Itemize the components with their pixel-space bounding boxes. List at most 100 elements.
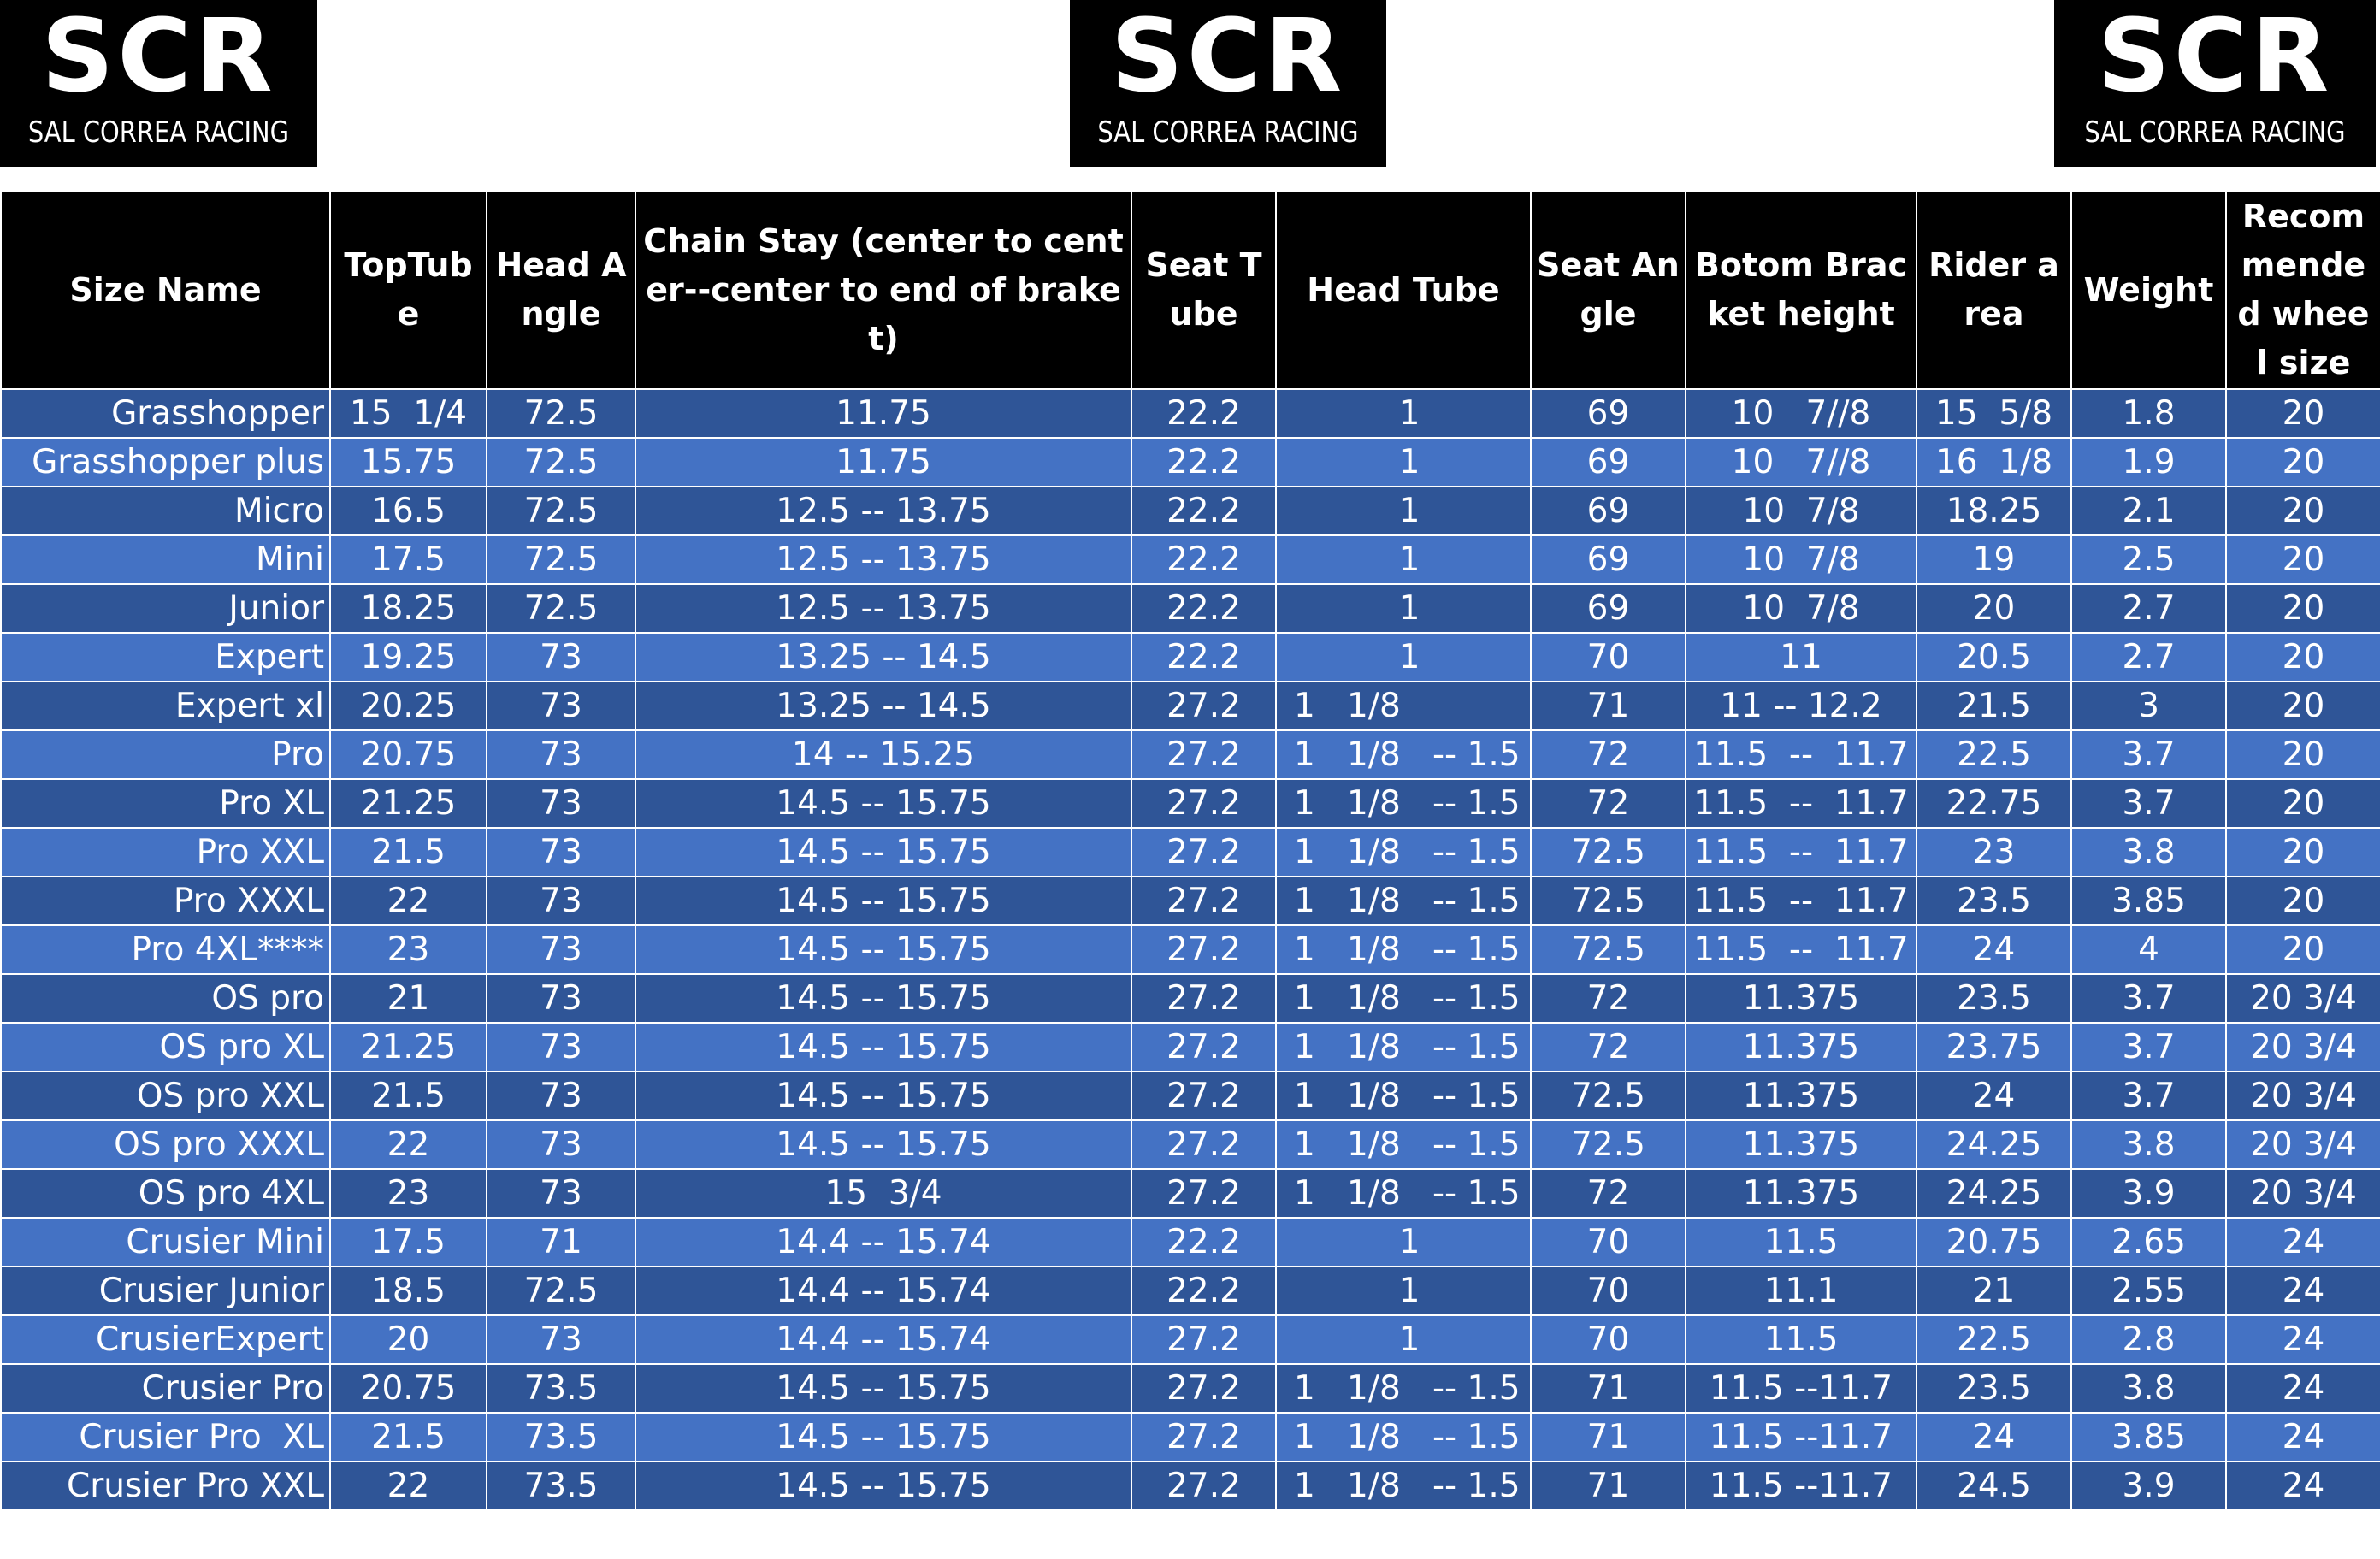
table-cell: 1	[1275, 437, 1532, 487]
table-cell: 14.4 -- 15.74	[635, 1266, 1132, 1316]
table-cell: 3.7	[2070, 778, 2227, 829]
size-name: Crusier Mini	[0, 1217, 331, 1267]
table-cell: 72.5	[486, 1266, 636, 1316]
table-cell: 71	[486, 1217, 636, 1267]
table-cell: 22.5	[1916, 1314, 2072, 1365]
table-cell: 11.5 -- 11.7	[1685, 778, 1917, 829]
table-cell: 20.25	[329, 681, 487, 731]
table-cell: 71	[1530, 1412, 1686, 1462]
table-cell: 11.5 --11.7	[1685, 1461, 1917, 1511]
table-cell: 14.5 -- 15.75	[635, 1412, 1132, 1462]
logo: SCR SAL CORREA RACING	[2054, 0, 2376, 167]
table-cell: 15 5/8	[1916, 388, 2072, 439]
table-cell: 1	[1275, 1217, 1532, 1267]
table-cell: 11.5 --11.7	[1685, 1363, 1917, 1414]
column-header: Seat Tube	[1131, 190, 1277, 390]
size-name: Expert	[0, 632, 331, 682]
table-cell: 22.2	[1131, 534, 1277, 585]
size-name: Mini	[0, 534, 331, 585]
table-cell: 3	[2070, 681, 2227, 731]
table-cell: 1 1/8 -- 1.5	[1275, 1119, 1532, 1170]
table-cell: 3.7	[2070, 1022, 2227, 1072]
table-row: Mini 17.5 72.5 12.5 -- 13.75 22.2 1 69 10 7/8 19…	[0, 534, 2380, 585]
table-cell: 1 1/8 -- 1.5	[1275, 1363, 1532, 1414]
table-cell: 11.75	[635, 437, 1132, 487]
table-cell: 1	[1275, 388, 1532, 439]
table-cell: 24	[2225, 1412, 2380, 1462]
table-cell: 21	[1916, 1266, 2072, 1316]
table-row: Crusier Mini 17.5 71 14.4 -- 15.74 22.2 1 70 11…	[0, 1217, 2380, 1267]
table-row: Expert 19.25 73 13.25 -- 14.5 22.2 1 70 11 20.5 2…	[0, 632, 2380, 682]
table-cell: 15 1/4	[329, 388, 487, 439]
column-header: TopTube	[329, 190, 487, 390]
column-header: Botom Bracket height	[1685, 190, 1917, 390]
table-cell: 20	[2225, 486, 2380, 536]
table-cell: 20	[2225, 681, 2380, 731]
table-row: OS pro XXXL 22 73 14.5 -- 15.75 27.2 1 1/8 --…	[0, 1119, 2380, 1170]
table-cell: 3.85	[2070, 1412, 2227, 1462]
table-cell: 20.75	[329, 729, 487, 780]
table-cell: 10 7//8	[1685, 388, 1917, 439]
column-header: Recommended wheel size	[2225, 190, 2380, 390]
table-cell: 19	[1916, 534, 2072, 585]
table-cell: 14.5 -- 15.75	[635, 1071, 1132, 1121]
table-cell: 3.7	[2070, 973, 2227, 1024]
table-cell: 70	[1530, 632, 1686, 682]
column-header: Rider area	[1916, 190, 2072, 390]
table-cell: 24	[2225, 1217, 2380, 1267]
size-name: Crusier Pro XL	[0, 1412, 331, 1462]
table-cell: 14.5 -- 15.75	[635, 1119, 1132, 1170]
table-cell: 10 7/8	[1685, 583, 1917, 634]
table-cell: 24	[2225, 1266, 2380, 1316]
table-cell: 22	[329, 1119, 487, 1170]
table-cell: 18.25	[1916, 486, 2072, 536]
table-cell: 13.25 -- 14.5	[635, 632, 1132, 682]
table-cell: 20 3/4	[2225, 1071, 2380, 1121]
table-cell: 27.2	[1131, 778, 1277, 829]
table-cell: 11.375	[1685, 1071, 1917, 1121]
table-cell: 11.5	[1685, 1217, 1917, 1267]
table-cell: 73.5	[486, 1412, 636, 1462]
table-cell: 1 1/8 -- 1.5	[1275, 924, 1532, 975]
table-cell: 27.2	[1131, 1412, 1277, 1462]
table-cell: 1	[1275, 486, 1532, 536]
table-cell: 27.2	[1131, 1022, 1277, 1072]
table-cell: 11.375	[1685, 1168, 1917, 1219]
table-cell: 20.75	[329, 1363, 487, 1414]
table-cell: 72.5	[486, 534, 636, 585]
size-name: OS pro XXXL	[0, 1119, 331, 1170]
column-header: Seat Angle	[1530, 190, 1686, 390]
table-row: OS pro XL 21.25 73 14.5 -- 15.75 27.2 1 1/8 -…	[0, 1022, 2380, 1072]
table-cell: 27.2	[1131, 729, 1277, 780]
table-row: Grasshopper 15 1/4 72.5 11.75 22.2 1 69 10 7//8…	[0, 388, 2380, 439]
table-cell: 1 1/8 -- 1.5	[1275, 778, 1532, 829]
table-cell: 73.5	[486, 1461, 636, 1511]
table-cell: 14.5 -- 15.75	[635, 1022, 1132, 1072]
table-cell: 1	[1275, 583, 1532, 634]
table-cell: 10 7/8	[1685, 534, 1917, 585]
logo-mark: SCR	[1110, 0, 1346, 115]
size-name: Pro 4XL****	[0, 924, 331, 975]
table-row: Grasshopper plus 15.75 72.5 11.75 22.2 1 69 10 …	[0, 437, 2380, 487]
size-name: Pro XL	[0, 778, 331, 829]
table-cell: 70	[1530, 1314, 1686, 1365]
table-cell: 23.5	[1916, 876, 2072, 926]
logo: SCR SAL CORREA RACING	[0, 0, 317, 167]
table-cell: 71	[1530, 681, 1686, 731]
table-cell: 27.2	[1131, 876, 1277, 926]
table-cell: 22	[329, 876, 487, 926]
table-cell: 24	[1916, 924, 2072, 975]
table-cell: 23	[329, 924, 487, 975]
table-cell: 2.7	[2070, 632, 2227, 682]
table-cell: 23.5	[1916, 1363, 2072, 1414]
table-cell: 21.5	[329, 1412, 487, 1462]
table-cell: 70	[1530, 1266, 1686, 1316]
table-cell: 22.2	[1131, 388, 1277, 439]
table-cell: 72	[1530, 1168, 1686, 1219]
table-cell: 3.8	[2070, 1363, 2227, 1414]
table-cell: 18.5	[329, 1266, 487, 1316]
table-cell: 24	[2225, 1461, 2380, 1511]
column-header: Chain Stay (center to center--center to …	[635, 190, 1132, 390]
table-cell: 73	[486, 827, 636, 877]
size-name: Micro	[0, 486, 331, 536]
